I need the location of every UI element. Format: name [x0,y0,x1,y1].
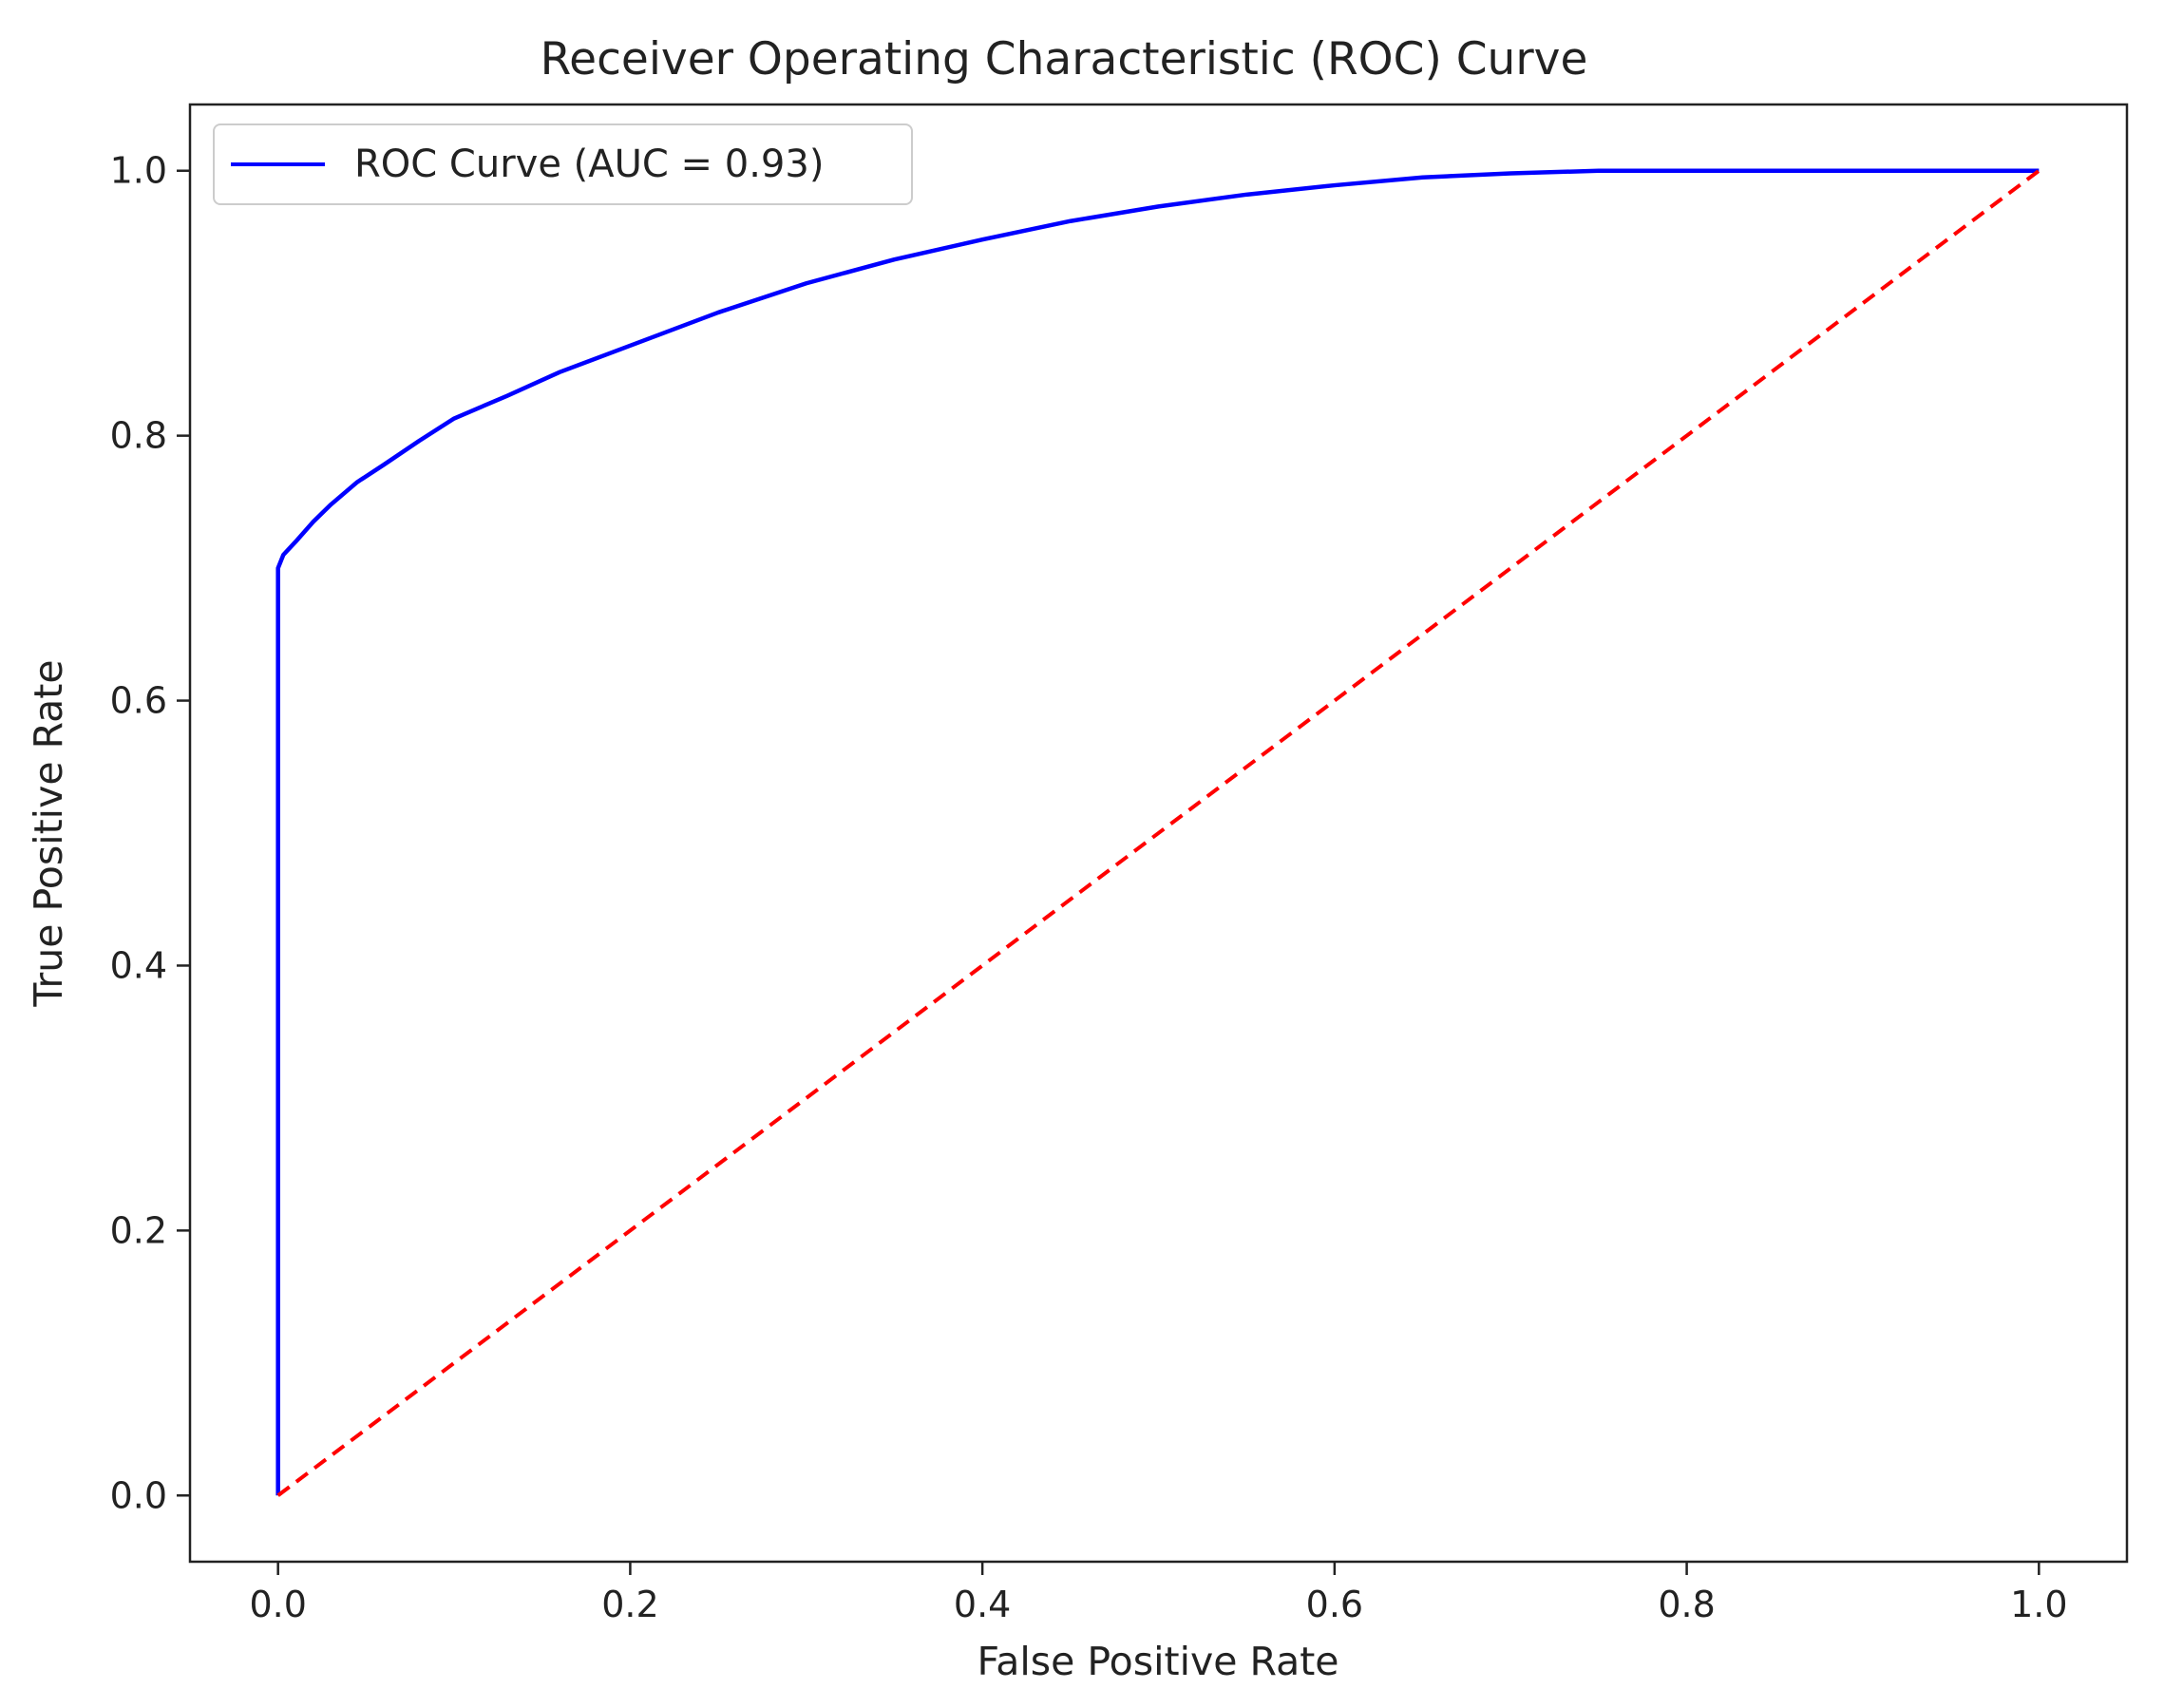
y-tick-label: 0.8 [110,415,167,457]
x-axis-ticks: 0.0 0.2 0.4 0.6 0.8 1.0 [249,1562,2068,1625]
x-tick-label: 0.4 [954,1584,1011,1625]
x-tick-label: 0.0 [249,1584,306,1625]
chart-title: Receiver Operating Characteristic (ROC) … [541,33,1588,85]
x-tick-label: 0.2 [601,1584,658,1625]
roc-curve-line [275,168,2040,1496]
y-tick-label: 1.0 [110,150,167,192]
legend-box [213,123,913,205]
series-layer [275,168,2041,1497]
x-tick-label: 0.8 [1658,1584,1715,1625]
x-tick-label: 0.6 [1306,1584,1363,1625]
y-tick-label: 0.6 [110,680,167,722]
y-axis-label: True Positive Rate [26,659,71,1007]
legend-entry-roc-curve: ROC Curve (AUC = 0.93) [354,142,824,186]
y-tick-label: 0.2 [110,1209,167,1251]
legend: ROC Curve (AUC = 0.93) [213,123,913,205]
y-axis-ticks: 0.0 0.2 0.4 0.6 0.8 1.0 [110,150,190,1516]
x-axis-label: False Positive Rate [977,1639,1338,1684]
x-tick-label: 1.0 [2010,1584,2067,1625]
y-tick-label: 0.0 [110,1474,167,1516]
plot-area: 0.0 0.2 0.4 0.6 0.8 1.0 0.0 0.2 0.4 0.6 0.8 1.0 [110,103,2129,1625]
chance-diagonal-line [276,169,2041,1497]
y-tick-label: 0.4 [110,944,167,986]
